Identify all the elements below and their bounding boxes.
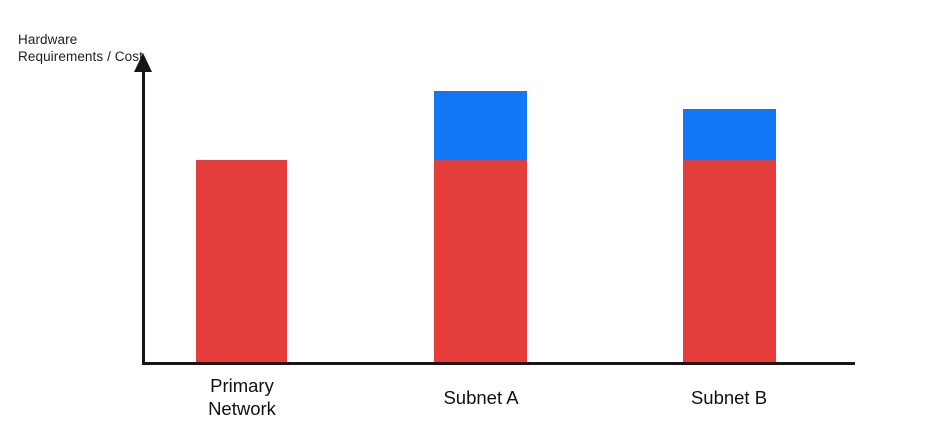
bar-segment-blue [434, 90, 527, 160]
bar-primary-network [196, 160, 287, 364]
y-axis-arrow-icon [134, 53, 152, 72]
bar-subnet-a [434, 90, 527, 364]
bar-segment-red [434, 160, 527, 364]
y-axis-label: Hardware Requirements / Cost [18, 32, 143, 64]
x-axis-label-subnet-b: Subnet B [690, 386, 768, 408]
bar-segment-blue [683, 109, 776, 160]
y-axis-line [142, 67, 145, 365]
bar-segment-red [196, 160, 287, 364]
x-axis-line [142, 362, 855, 365]
x-axis-label-primary-network: Primary Network [208, 375, 276, 419]
bar-subnet-b [683, 109, 776, 364]
x-axis-label-subnet-a: Subnet A [443, 386, 519, 408]
bar-segment-red [683, 160, 776, 364]
